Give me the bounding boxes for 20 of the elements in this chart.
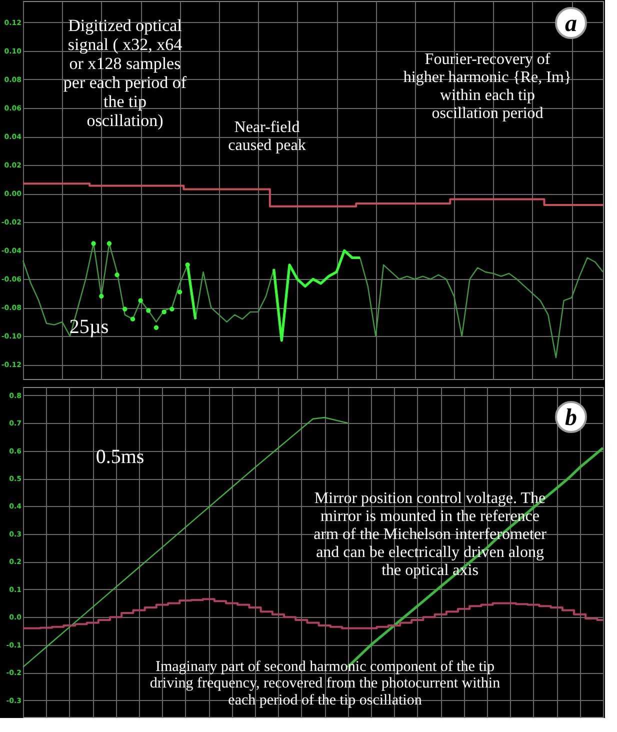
point: [114, 272, 120, 278]
point: [122, 306, 128, 312]
point: [177, 290, 182, 294]
point: [162, 310, 166, 314]
point: [106, 241, 112, 246]
point: [91, 241, 96, 246]
point: [154, 325, 159, 330]
point: [146, 308, 151, 313]
point: [99, 294, 104, 299]
annotation: Fourier-recovery of higher harmonic {Re, Im} within each tip oscillation period: [403, 51, 572, 122]
point: [170, 306, 174, 312]
point: [185, 262, 190, 268]
annotation: Imaginary part of second harmonic component of the tip driving frequency, recovered from the photocurrent within each period of the tip oscillation: [150, 658, 501, 708]
annotation: 0.5ms: [96, 446, 144, 468]
annotation: Digitized optical signal ( x32, x64 or x128 samples per each period of the tip oscillation): [63, 16, 187, 130]
annotation: Near-field caused peak: [228, 119, 306, 154]
annotation: a: [565, 11, 577, 37]
point: [130, 316, 136, 322]
point: [138, 298, 143, 303]
annotation: b: [565, 405, 577, 431]
